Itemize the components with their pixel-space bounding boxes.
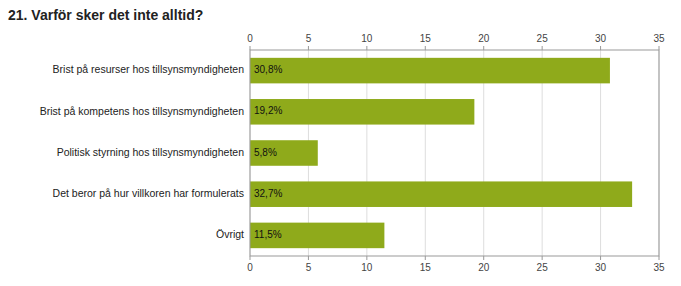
tick-mark-bottom (250, 256, 251, 260)
tick-mark-top (250, 46, 251, 50)
bars (250, 58, 632, 248)
tick-label-bottom: 15 (420, 262, 432, 273)
chart-title: 21. Varför sker det inte alltid? (8, 7, 203, 23)
bar (250, 181, 632, 207)
category-label: Det beror på hur villkoren har formulera… (53, 187, 244, 199)
data-label: 19,2% (254, 105, 282, 116)
tick-label-bottom: 35 (653, 262, 665, 273)
tick-label-top: 35 (653, 33, 665, 44)
data-label: 32,7% (254, 188, 282, 199)
tick-label-top: 0 (247, 33, 253, 44)
x-axis: 0 0 5 5 10 10 15 15 20 20 25 25 30 30 35 35 (247, 33, 665, 273)
bar (250, 58, 610, 84)
tick-mark-top (659, 46, 660, 50)
data-label: 30,8% (254, 64, 282, 75)
tick-label-top: 5 (306, 33, 312, 44)
data-label: 11,5% (254, 229, 282, 240)
category-label: Övrigt (216, 228, 244, 240)
tick-mark-bottom (308, 256, 309, 260)
plot-frame (250, 50, 659, 256)
tick-mark-top (366, 46, 367, 50)
tick-label-bottom: 20 (478, 262, 490, 273)
tick-label-top: 15 (420, 33, 432, 44)
tick-label-top: 10 (361, 33, 373, 44)
chart-svg: 21. Varför sker det inte alltid? 0 0 5 5 10 10… (0, 0, 681, 286)
tick-mark-top (308, 46, 309, 50)
tick-mark-bottom (542, 256, 543, 260)
bar (250, 140, 318, 166)
tick-label-bottom: 25 (537, 262, 549, 273)
bar (250, 223, 384, 249)
tick-mark-bottom (659, 256, 660, 260)
tick-label-bottom: 0 (247, 262, 253, 273)
tick-label-top: 20 (478, 33, 490, 44)
tick-mark-bottom (366, 256, 367, 260)
tick-label-bottom: 10 (361, 262, 373, 273)
tick-mark-top (483, 46, 484, 50)
tick-mark-bottom (600, 256, 601, 260)
category-label: Brist på resurser hos tillsynsmyndighete… (53, 63, 245, 75)
tick-label-bottom: 5 (306, 262, 312, 273)
data-labels: 30,8% 19,2% 5,8% 32,7% 11,5% (254, 64, 282, 240)
y-axis: Brist på resurser hos tillsynsmyndighete… (40, 63, 244, 240)
grid (250, 50, 659, 256)
tick-mark-top (425, 46, 426, 50)
tick-mark-bottom (483, 256, 484, 260)
tick-label-top: 25 (537, 33, 549, 44)
data-label: 5,8% (254, 147, 277, 158)
tick-label-bottom: 30 (595, 262, 607, 273)
tick-mark-bottom (425, 256, 426, 260)
category-label: Politisk styrning hos tillsynsmyndighete… (57, 146, 244, 158)
bar (250, 99, 474, 125)
category-label: Brist på kompetens hos tillsynsmyndighet… (40, 105, 244, 117)
tick-mark-top (542, 46, 543, 50)
tick-mark-top (600, 46, 601, 50)
chart-container: 21. Varför sker det inte alltid? 0 0 5 5 10 10… (0, 0, 681, 286)
tick-label-top: 30 (595, 33, 607, 44)
